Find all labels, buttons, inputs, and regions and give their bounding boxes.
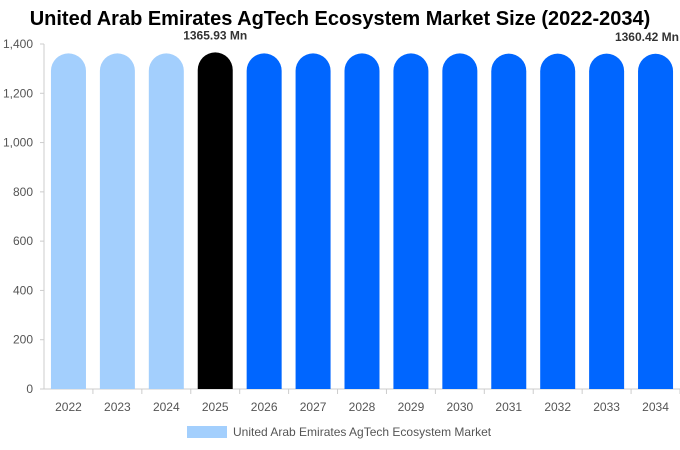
- bar-2033[interactable]: [589, 53, 625, 389]
- bar-2029[interactable]: [393, 53, 429, 389]
- legend-label: United Arab Emirates AgTech Ecosystem Ma…: [233, 425, 492, 439]
- x-axis-ticks: 2022 2023 2024 2025 2026 2027 2028 2029 2030 2031…: [55, 389, 680, 414]
- x-tick-label: 2030: [446, 400, 473, 414]
- data-label-2025: 1365.93 Mn: [183, 28, 247, 42]
- x-tick-label: 2033: [593, 400, 620, 414]
- bar-2032[interactable]: [540, 53, 576, 389]
- y-tick-label: 600: [13, 234, 33, 248]
- bar-2024[interactable]: [148, 53, 184, 389]
- x-tick-label: 2026: [251, 400, 278, 414]
- bar-2028[interactable]: [344, 53, 380, 389]
- bar-2031[interactable]: [491, 53, 527, 389]
- bars-group: [50, 52, 674, 390]
- bar-2034[interactable]: [638, 53, 674, 390]
- y-axis-ticks: 0 200 400 600 800 1,000 1,200 1,400: [3, 37, 44, 396]
- x-tick-label: 2024: [153, 400, 180, 414]
- x-tick-label: 2032: [544, 400, 571, 414]
- y-tick-label: 1,200: [3, 86, 33, 100]
- y-tick-label: 800: [13, 185, 33, 199]
- bar-2025[interactable]: [197, 52, 233, 390]
- data-labels: 1365.93 Mn 1360.42 Mn: [183, 28, 679, 43]
- x-tick-label: 2022: [55, 400, 82, 414]
- y-tick-label: 1,400: [3, 37, 33, 51]
- y-tick-label: 1,000: [3, 136, 33, 150]
- x-tick-label: 2025: [202, 400, 229, 414]
- x-tick-label: 2031: [495, 400, 522, 414]
- data-label-2034: 1360.42 Mn: [615, 30, 679, 44]
- bar-2027[interactable]: [295, 53, 331, 389]
- x-tick-label: 2027: [300, 400, 327, 414]
- bar-2030[interactable]: [442, 53, 478, 389]
- chart-title: United Arab Emirates AgTech Ecosystem Ma…: [29, 8, 651, 30]
- x-tick-label: 2023: [104, 400, 131, 414]
- x-tick-label: 2028: [349, 400, 376, 414]
- y-tick-label: 0: [26, 382, 33, 396]
- x-tick-label: 2034: [642, 400, 669, 414]
- x-tick-label: 2029: [398, 400, 425, 414]
- bar-2022[interactable]: [50, 53, 86, 389]
- y-tick-label: 200: [13, 333, 33, 347]
- legend[interactable]: United Arab Emirates AgTech Ecosystem Ma…: [187, 425, 491, 439]
- bar-2026[interactable]: [246, 53, 282, 389]
- y-tick-label: 400: [13, 283, 33, 297]
- legend-swatch: [187, 426, 227, 438]
- bar-2023[interactable]: [99, 53, 135, 389]
